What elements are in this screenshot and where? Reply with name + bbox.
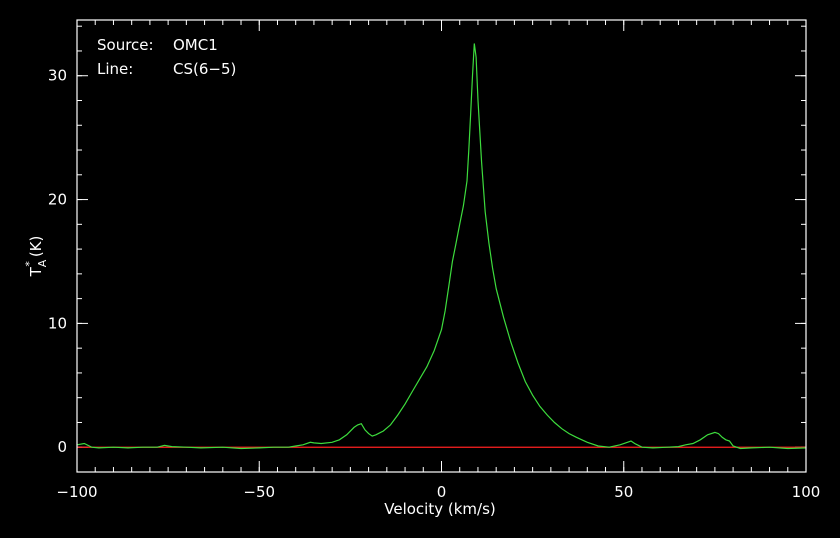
y-axis-symbol: T — [27, 266, 45, 277]
y-tick-label: 30 — [48, 67, 67, 85]
line-label: Line: — [97, 60, 133, 78]
y-tick-labels: 0 10 20 30 — [48, 67, 67, 457]
y-axis-unit: (K) — [27, 236, 45, 258]
line-value: CS(6−5) — [173, 60, 236, 78]
source-value: OMC1 — [173, 36, 218, 54]
y-axis-subscript: A — [36, 259, 49, 267]
source-label: Source: — [97, 36, 154, 54]
spectrum-line — [76, 43, 807, 450]
plot-frame — [76, 19, 807, 473]
y-tick-label: 10 — [48, 314, 67, 332]
x-tick-label: 0 — [437, 483, 447, 501]
x-tick-label: −100 — [56, 483, 97, 501]
y-axis-superscript: * — [23, 261, 36, 267]
x-tick-label: −50 — [243, 483, 275, 501]
y-axis-label: TA* (K) — [23, 236, 49, 278]
x-axis-label: Velocity (km/s) — [384, 500, 495, 518]
x-tick-label: 100 — [792, 483, 821, 501]
svg-text:TA*(K): TA* (K) — [23, 236, 49, 278]
x-tick-label: 50 — [614, 483, 633, 501]
x-tick-labels: −100 −50 0 50 100 — [56, 483, 820, 501]
y-tick-label: 0 — [57, 438, 67, 456]
y-tick-label: 20 — [48, 191, 67, 209]
